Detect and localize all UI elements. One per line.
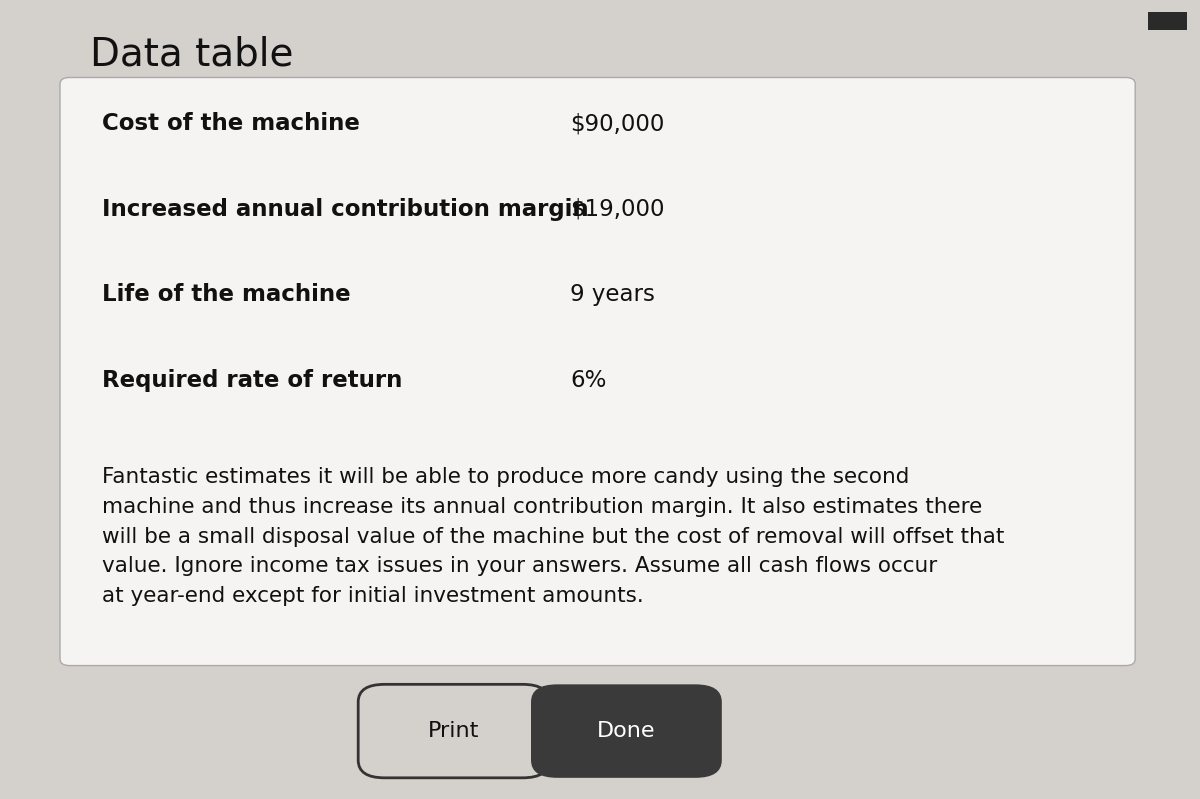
Text: Print: Print bbox=[428, 721, 479, 741]
Text: $19,000: $19,000 bbox=[570, 198, 665, 221]
Text: Cost of the machine: Cost of the machine bbox=[102, 113, 360, 135]
Text: Done: Done bbox=[598, 721, 655, 741]
Text: Fantastic estimates it will be able to produce more candy using the second
machi: Fantastic estimates it will be able to p… bbox=[102, 467, 1004, 606]
FancyBboxPatch shape bbox=[60, 78, 1135, 666]
FancyBboxPatch shape bbox=[1148, 12, 1187, 30]
FancyBboxPatch shape bbox=[358, 684, 550, 778]
FancyBboxPatch shape bbox=[530, 684, 722, 778]
Text: Life of the machine: Life of the machine bbox=[102, 284, 350, 306]
Text: $90,000: $90,000 bbox=[570, 113, 665, 135]
Text: Required rate of return: Required rate of return bbox=[102, 369, 402, 392]
Text: 6%: 6% bbox=[570, 369, 606, 392]
Text: 9 years: 9 years bbox=[570, 284, 655, 306]
Text: Data table: Data table bbox=[90, 36, 294, 74]
Text: Increased annual contribution margin: Increased annual contribution margin bbox=[102, 198, 589, 221]
